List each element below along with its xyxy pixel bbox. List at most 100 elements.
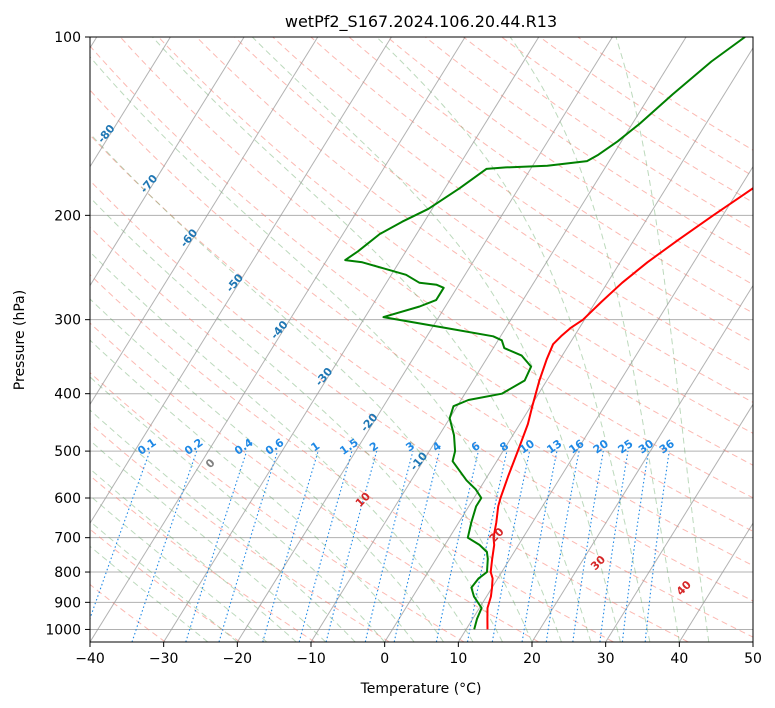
mixing-ratio-label: 0.6 <box>263 436 287 458</box>
y-tick-label: 300 <box>54 313 81 329</box>
data-series <box>344 37 753 630</box>
isotherm-label: -80 <box>95 122 118 146</box>
x-axis-title: Temperature (°C) <box>360 681 482 697</box>
background-lines <box>90 37 753 642</box>
dry-adiabat <box>196 37 753 434</box>
moist-adiabat <box>152 37 592 642</box>
y-tick-label: 900 <box>54 595 81 611</box>
isotherm-label: -20 <box>358 411 381 435</box>
mixing-ratio-line <box>131 450 198 642</box>
moist-adiabat <box>90 409 356 642</box>
mixing-ratio-label: 0.1 <box>135 436 158 458</box>
moist-adiabat <box>90 495 268 642</box>
skewed-isotherm <box>90 37 319 406</box>
moist-adiabat <box>90 376 386 642</box>
mixing-ratio-line <box>364 450 414 642</box>
x-tick-label: −40 <box>75 651 105 667</box>
axes: −40 −30 −20 −10 0 10 20 30 40 50 1000 900 800 700 600 5… <box>45 30 762 667</box>
mixing-ratio-label: 10 <box>517 437 537 457</box>
dry-adiabat <box>90 422 390 642</box>
dry-adiabat <box>90 226 689 642</box>
moist-adiabat-label: 30 <box>588 553 608 573</box>
mixing-ratio-label: 25 <box>616 437 636 456</box>
skewed-isotherm <box>90 37 245 287</box>
isotherm-label: -60 <box>178 226 201 250</box>
dry-adiabat <box>90 45 753 532</box>
mixing-ratio-label: 30 <box>636 437 656 457</box>
skewed-isotherm <box>90 37 466 642</box>
skewed-isotherm <box>752 641 753 642</box>
moist-adiabat <box>90 196 503 642</box>
mixing-ratio-label: 1 <box>309 439 323 454</box>
dry-adiabat <box>577 37 753 151</box>
mixing-ratio-line <box>90 450 151 621</box>
x-tick-label: −30 <box>149 651 179 667</box>
mixing-ratio-label: 20 <box>591 437 611 457</box>
x-tick-label: 40 <box>670 651 688 667</box>
mixing-ratio-line <box>298 450 353 642</box>
mixing-ratio-label: 13 <box>544 437 564 456</box>
moist-adiabat <box>90 468 297 642</box>
y-tick-label: 800 <box>54 565 81 581</box>
mixing-ratio-line <box>393 450 441 642</box>
mixing-ratio-label: 0.4 <box>232 436 256 458</box>
mixing-ratio-line <box>521 450 558 642</box>
skewed-isotherm <box>457 165 753 642</box>
moist-adiabat <box>615 37 710 642</box>
y-tick-label: 500 <box>54 444 81 460</box>
mixing-ratio-line <box>435 450 479 642</box>
moist-adiabat <box>251 37 621 642</box>
moist-adiabat <box>90 339 415 642</box>
moist-adiabat <box>90 520 238 642</box>
dry-adiabat <box>463 37 753 230</box>
dry-adiabat <box>386 37 753 286</box>
y-tick-label: 200 <box>54 208 81 224</box>
y-tick-label: 600 <box>54 491 81 507</box>
isotherm-label: -30 <box>313 365 336 389</box>
moist-adiabat <box>376 37 651 642</box>
skewed-isotherm <box>531 284 753 642</box>
dry-adiabat <box>90 134 753 602</box>
y-tick-label: 100 <box>54 30 81 46</box>
dry-adiabat <box>119 37 753 499</box>
isotherm-label: -70 <box>138 172 161 196</box>
mixing-ratio-line <box>325 450 378 642</box>
mixing-ratio-line <box>218 450 279 642</box>
mixing-ratio-line <box>466 450 508 642</box>
y-axis-title: Pressure (hPa) <box>12 290 28 390</box>
mixing-ratio-label: 36 <box>657 437 677 457</box>
mixing-ratio-line <box>621 451 650 642</box>
mixing-ratio-label: 3 <box>403 439 417 454</box>
mixing-ratio-line <box>262 450 319 642</box>
moist-adiabat <box>90 132 533 642</box>
temperature-line <box>486 187 753 630</box>
dry-adiabat <box>90 372 465 642</box>
dry-adiabat <box>90 475 315 642</box>
x-tick-label: 20 <box>523 651 541 667</box>
dry-adiabat <box>348 37 753 314</box>
x-tick-label: 10 <box>449 651 467 667</box>
moist-adiabat-label: 40 <box>674 578 694 598</box>
isotherm-label: -40 <box>268 318 291 342</box>
mixing-ratio-label: 6 <box>469 439 483 454</box>
y-tick-label: 400 <box>54 387 81 403</box>
dry-adiabat <box>501 37 753 203</box>
dewpoint-line <box>344 37 746 630</box>
dry-adiabat <box>90 273 614 642</box>
moist-adiabat <box>90 56 562 642</box>
mixing-ratio-line <box>599 451 629 642</box>
dry-adiabat <box>424 37 753 258</box>
y-tick-label: 1000 <box>45 622 81 638</box>
x-tick-label: 30 <box>597 651 615 667</box>
y-tick-label: 700 <box>54 531 81 547</box>
dry-adiabat <box>90 322 540 642</box>
mixing-ratio-label: 1.5 <box>337 436 360 458</box>
skewed-isotherm <box>678 522 753 642</box>
dry-adiabat <box>158 37 753 466</box>
x-tick-label: −10 <box>296 651 326 667</box>
skewed-isotherm <box>163 37 540 642</box>
dry-adiabat <box>310 37 753 343</box>
mixing-ratio-line <box>644 451 670 642</box>
moist-adiabat <box>509 37 680 642</box>
dry-adiabat <box>272 37 753 373</box>
